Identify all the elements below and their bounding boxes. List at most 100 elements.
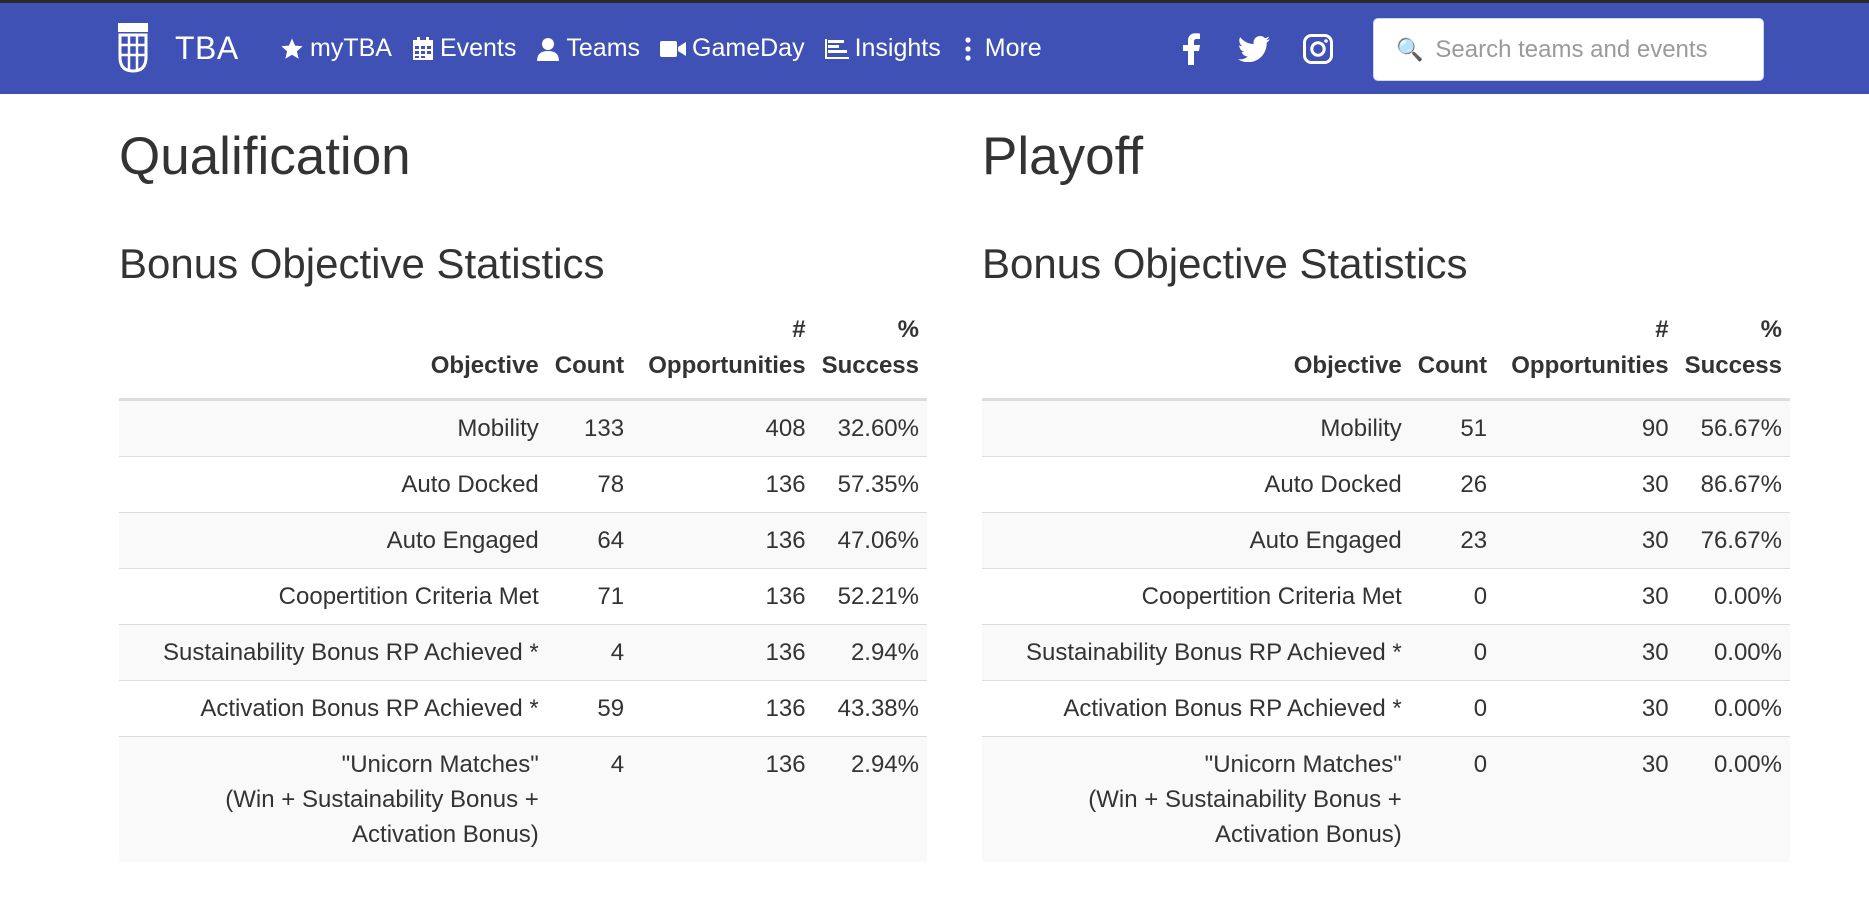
objective-text: Activation Bonus) bbox=[1215, 821, 1402, 848]
opportunities-cell: 136 bbox=[632, 568, 814, 625]
opportunities-header[interactable]: # Opportunities bbox=[1495, 312, 1677, 401]
objective-cell: Mobility bbox=[982, 399, 1410, 457]
success-cell: 57.35% bbox=[813, 456, 927, 513]
nav-item-label: Events bbox=[439, 34, 517, 62]
success-cell: 47.06% bbox=[813, 512, 927, 569]
nav-item-label: Teams bbox=[566, 34, 641, 62]
count-cell: 133 bbox=[546, 399, 633, 457]
instagram-icon bbox=[1303, 33, 1333, 64]
count-cell: 0 bbox=[1409, 624, 1496, 681]
success-header[interactable]: % Success bbox=[813, 312, 927, 401]
count-cell: 59 bbox=[546, 680, 633, 737]
table-row: "Unicorn Matches" (Win + Sustainability B… bbox=[119, 736, 927, 862]
nav-menu: myTBA Events Teams bbox=[280, 3, 1062, 94]
brand-name: TBA bbox=[175, 29, 239, 66]
objective-cell: "Unicorn Matches" (Win + Sustainability B… bbox=[119, 736, 547, 862]
nav-item-events[interactable]: Events bbox=[412, 34, 516, 63]
objective-header[interactable]: Objective bbox=[982, 312, 1410, 401]
count-header[interactable]: Count bbox=[546, 312, 633, 401]
opportunities-cell: 90 bbox=[1495, 399, 1677, 457]
nav-item-gameday[interactable]: GameDay bbox=[660, 34, 805, 63]
objective-text: Auto Docked bbox=[1264, 471, 1402, 498]
section-subtitle: Bonus Objective Statistics bbox=[119, 240, 605, 287]
objective-text: Mobility bbox=[1320, 415, 1402, 442]
objective-text: "Unicorn Matches" bbox=[1204, 751, 1402, 778]
objective-text: (Win + Sustainability Bonus + bbox=[1088, 786, 1402, 813]
table-row: Coopertition Criteria Met 71 136 52.21% bbox=[119, 568, 927, 625]
success-cell: 76.67% bbox=[1676, 512, 1790, 569]
table-row: Auto Engaged 23 30 76.67% bbox=[982, 512, 1790, 569]
header-line: % bbox=[1760, 316, 1782, 343]
objective-text: Auto Engaged bbox=[386, 527, 539, 554]
count-cell: 26 bbox=[1409, 456, 1496, 513]
search-input[interactable] bbox=[1435, 35, 1756, 64]
count-cell: 0 bbox=[1409, 568, 1496, 625]
twitter-icon bbox=[1238, 35, 1270, 62]
success-cell: 86.67% bbox=[1676, 456, 1790, 513]
opportunities-cell: 136 bbox=[632, 624, 814, 681]
table-row: Auto Docked 26 30 86.67% bbox=[982, 456, 1790, 513]
table-row: Activation Bonus RP Achieved * 0 30 0.00% bbox=[982, 680, 1790, 737]
objective-cell: "Unicorn Matches" (Win + Sustainability B… bbox=[982, 736, 1410, 862]
facebook-icon bbox=[1181, 32, 1201, 65]
table-row: Coopertition Criteria Met 0 30 0.00% bbox=[982, 568, 1790, 625]
success-cell: 0.00% bbox=[1676, 680, 1790, 737]
header-line: Success bbox=[1684, 352, 1782, 379]
opportunities-cell: 30 bbox=[1495, 512, 1677, 569]
success-cell: 0.00% bbox=[1676, 736, 1790, 862]
count-cell: 23 bbox=[1409, 512, 1496, 569]
search-icon: 🔍 bbox=[1396, 36, 1424, 62]
header-line: % bbox=[897, 316, 919, 343]
objective-text: Coopertition Criteria Met bbox=[278, 583, 539, 610]
objective-cell: Mobility bbox=[119, 399, 547, 457]
brand-link[interactable]: TBA bbox=[117, 23, 239, 73]
vertical-ellipsis-icon bbox=[965, 36, 971, 61]
table-row: Mobility 133 408 32.60% bbox=[119, 399, 927, 457]
header-line: Opportunities bbox=[1511, 352, 1669, 379]
bar-chart-icon bbox=[824, 37, 849, 61]
video-camera-icon bbox=[660, 38, 687, 60]
success-cell: 0.00% bbox=[1676, 624, 1790, 681]
window-top-border bbox=[0, 0, 1869, 3]
header-line: # bbox=[1655, 316, 1669, 343]
header-line: Success bbox=[821, 352, 919, 379]
objective-text: Coopertition Criteria Met bbox=[1141, 583, 1402, 610]
objective-cell: Auto Docked bbox=[119, 456, 547, 513]
nav-item-label: More bbox=[984, 34, 1042, 62]
objective-text: Activation Bonus RP Achieved * bbox=[1063, 695, 1402, 722]
success-cell: 56.67% bbox=[1676, 399, 1790, 457]
table-row: Auto Docked 78 136 57.35% bbox=[119, 456, 927, 513]
nav-item-teams[interactable]: Teams bbox=[536, 34, 640, 63]
table-row: Sustainability Bonus RP Achieved * 0 30 0.0… bbox=[982, 624, 1790, 681]
count-cell: 4 bbox=[546, 624, 633, 681]
opportunities-cell: 136 bbox=[632, 456, 814, 513]
section-title: Qualification bbox=[119, 127, 411, 186]
nav-item-more[interactable]: More bbox=[961, 34, 1042, 63]
twitter-link[interactable] bbox=[1238, 3, 1270, 94]
instagram-link[interactable] bbox=[1303, 3, 1333, 94]
success-cell: 43.38% bbox=[813, 680, 927, 737]
search-box: 🔍 bbox=[1373, 18, 1764, 81]
success-header[interactable]: % Success bbox=[1676, 312, 1790, 401]
opportunities-cell: 136 bbox=[632, 512, 814, 569]
objective-text: "Unicorn Matches" bbox=[341, 751, 539, 778]
objective-cell: Coopertition Criteria Met bbox=[119, 568, 547, 625]
user-icon bbox=[536, 37, 560, 61]
header-line: # bbox=[792, 316, 806, 343]
count-header[interactable]: Count bbox=[1409, 312, 1496, 401]
facebook-link[interactable] bbox=[1181, 3, 1201, 94]
objective-text: Activation Bonus) bbox=[352, 821, 539, 848]
opportunities-cell: 136 bbox=[632, 680, 814, 737]
nav-item-label: GameDay bbox=[692, 34, 805, 62]
table-header-row: Objective Count # Opportunities % Succes… bbox=[982, 312, 1790, 401]
success-cell: 2.94% bbox=[813, 624, 927, 681]
nav-item-insights[interactable]: Insights bbox=[824, 34, 941, 63]
bonus-objective-table: Objective Count # Opportunities % Succes… bbox=[982, 312, 1790, 862]
objective-header[interactable]: Objective bbox=[119, 312, 547, 401]
objective-text: Sustainability Bonus RP Achieved * bbox=[1025, 639, 1402, 666]
calendar-icon bbox=[412, 36, 434, 61]
opportunities-header[interactable]: # Opportunities bbox=[632, 312, 814, 401]
table-row: Sustainability Bonus RP Achieved * 4 136 2.… bbox=[119, 624, 927, 681]
nav-item-mytba[interactable]: myTBA bbox=[280, 34, 392, 63]
count-cell: 71 bbox=[546, 568, 633, 625]
